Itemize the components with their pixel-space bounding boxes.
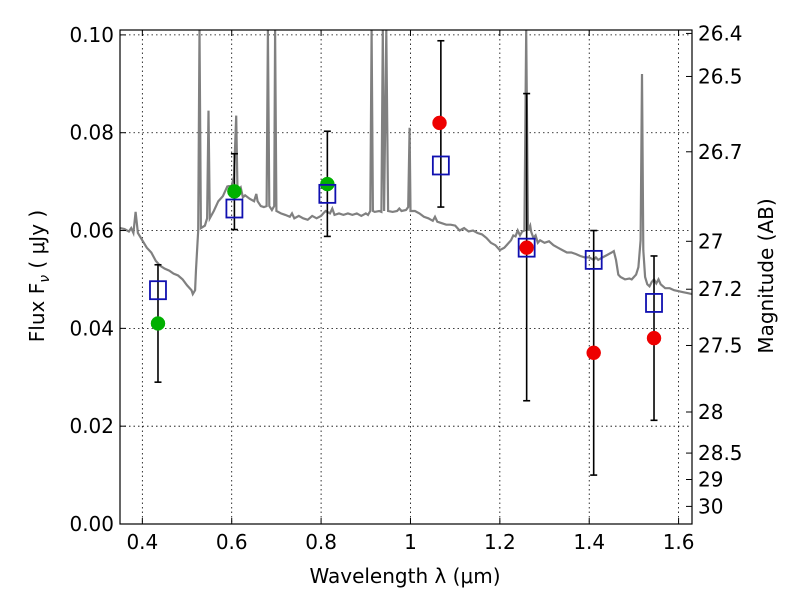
y2-tick-label: 27 (698, 229, 723, 253)
y2-tick-label: 27.2 (698, 277, 743, 301)
x-tick-label: 1.4 (573, 530, 605, 554)
y2-tick-label: 30 (698, 494, 723, 518)
y-tick-label: 0.02 (69, 414, 114, 438)
x-tick-label: 0.6 (216, 530, 248, 554)
model-flux-marker (517, 237, 536, 258)
ticks-layer: 0.4 0.6 0.8 1 1.2 1.4 1.6 0.00 0.02 0.04 0.06 0.08 0… (69, 21, 742, 554)
y2-tick-label: 26.7 (698, 140, 743, 164)
y2-tick-label: 26.4 (698, 21, 743, 45)
axes-layer (119, 29, 693, 525)
x-tick-label: 1.2 (484, 530, 516, 554)
y-axis-label-units: ( μJy ) (25, 210, 49, 275)
y-tick-label: 0.08 (69, 121, 114, 145)
model-flux-marker (645, 293, 663, 313)
y-axis-label-subscript: ν (37, 275, 53, 283)
y-tick-label: 0.00 (69, 512, 114, 536)
model-flux-marker (225, 198, 244, 219)
x-tick-label: 1.6 (663, 530, 695, 554)
observed-point-marker (519, 240, 534, 255)
x-tick-label: 0.4 (126, 530, 158, 554)
model-flux-marker (584, 249, 603, 270)
y2-tick-label: 26.5 (698, 64, 743, 88)
model-flux-marker (318, 183, 337, 204)
y-tick-label: 0.06 (69, 219, 114, 243)
model-flux-marker (149, 280, 167, 301)
plot-frame (119, 29, 693, 525)
y2-tick-label: 29 (698, 467, 723, 491)
observed-point-marker (432, 115, 447, 131)
x-tick-label: 0.8 (305, 530, 337, 554)
x-tick-label: 1 (404, 530, 417, 554)
observed-point-marker (227, 184, 242, 199)
observed-point-marker (150, 316, 166, 331)
y2-tick-label: 28 (698, 400, 723, 424)
y2-axis-label: Magnitude (AB) (754, 198, 778, 353)
points-layer (149, 115, 663, 361)
y-axis-label-main: Flux F (25, 283, 49, 342)
y2-tick-label: 27.5 (698, 333, 743, 357)
observed-point-marker (586, 345, 601, 361)
x-axis-label: Wavelength λ (μm) (309, 564, 500, 588)
spectrum-layer (120, 30, 692, 297)
observed-point-marker (646, 330, 662, 346)
model-spectrum-line (120, 30, 692, 297)
y-tick-label: 0.10 (69, 23, 114, 47)
y-tick-label: 0.04 (69, 316, 114, 340)
grid-layer (120, 30, 692, 524)
model-flux-marker (431, 155, 450, 176)
y2-tick-label: 28.5 (698, 441, 743, 465)
y-axis-label: Flux Fν ( μJy ) (25, 210, 53, 342)
